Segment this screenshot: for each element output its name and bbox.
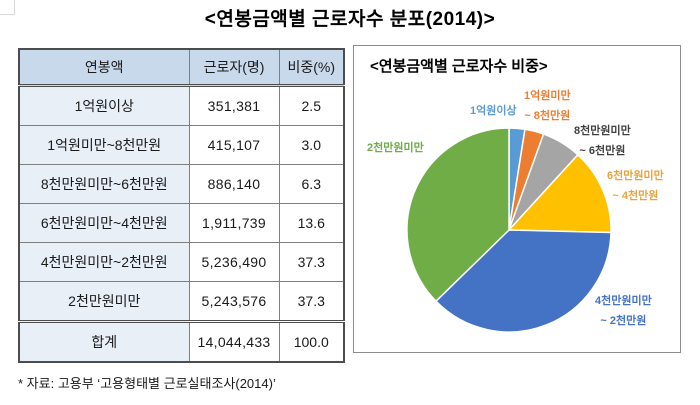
workers-count: 5,236,490: [188, 242, 280, 282]
table-row: 2천만원미만 5,243,576 37.3: [18, 281, 345, 322]
pie-label-line: 1억원미만: [524, 90, 571, 102]
col-header-share: 비중(%): [278, 48, 345, 87]
share-percent: 13.6: [278, 203, 345, 243]
table-header-row: 연봉액 근로자(명) 비중(%): [18, 48, 345, 87]
col-header-salary: 연봉액: [18, 48, 190, 87]
total-workers: 14,044,433: [188, 320, 280, 363]
salary-band: 6천만원미만~4천만원: [18, 203, 190, 243]
table-total-row: 합계 14,044,433 100.0: [18, 320, 345, 363]
pie-slice-4천만원미만~2천만원: [434, 229, 612, 333]
workers-count: 886,140: [188, 164, 280, 204]
pie-label-line: 4천만원미만: [595, 295, 652, 307]
salary-table: 연봉액 근로자(명) 비중(%) 1억원이상 351,381 2.5 1억원미만…: [18, 48, 345, 363]
workers-count: 351,381: [188, 85, 280, 126]
pie-label-line: 6천만원미만: [607, 170, 664, 182]
pie-label-100m-80m: 1억원미만 ~ 8천만원: [524, 87, 571, 127]
corner-box-artifact: [0, 0, 15, 15]
share-percent: 6.3: [278, 164, 345, 204]
salary-band: 1억원미만~8천만원: [18, 125, 190, 165]
pie-slice-2천만원미만: [406, 127, 510, 303]
table-row: 4천만원미만~2천만원 5,236,490 37.3: [18, 242, 345, 282]
pie-chart-panel: <연봉금액별 근로자수 비중> 1억원이상 1억원미만 ~ 8천만원 8천만원미…: [353, 45, 681, 353]
pie-label-line: ~ 4천만원: [612, 189, 659, 202]
share-percent: 3.0: [278, 125, 345, 165]
source-note: * 자료: 고용부 ‘고용형태별 근로실태조사(2014)’: [18, 376, 276, 391]
pie-label-under-20m: 2천만원미만: [367, 139, 424, 159]
pie-label-40m-20m: 4천만원미만 ~ 2천만원: [595, 292, 652, 332]
page-title: <연봉금액별 근로자수 분포(2014)>: [204, 9, 496, 30]
total-label: 합계: [18, 320, 190, 363]
pie-label-line: 1억원이상: [470, 105, 517, 117]
col-header-workers: 근로자(명): [188, 48, 280, 87]
salary-band: 1억원이상: [18, 85, 190, 126]
pie-label-line: ~ 8천만원: [524, 109, 571, 122]
share-percent: 37.3: [278, 242, 345, 282]
pie-label-line: 8천만원미만: [574, 125, 631, 137]
table-row: 1억원미만~8천만원 415,107 3.0: [18, 125, 345, 165]
share-percent: 37.3: [278, 281, 345, 322]
share-percent: 2.5: [278, 85, 345, 126]
table-row: 1억원이상 351,381 2.5: [18, 85, 345, 126]
workers-count: 5,243,576: [188, 281, 280, 322]
salary-band: 2천만원미만: [18, 281, 190, 322]
workers-count: 1,911,739: [188, 203, 280, 243]
salary-band: 4천만원미만~2천만원: [18, 242, 190, 282]
pie-label-line: 2천만원미만: [367, 142, 424, 154]
chart-title: <연봉금액별 근로자수 비중>: [370, 58, 548, 75]
pie-label-60m-40m: 6천만원미만 ~ 4천만원: [607, 167, 664, 207]
pie-label-80m-60m: 8천만원미만 ~ 6천만원: [574, 122, 631, 162]
table-row: 6천만원미만~4천만원 1,911,739 13.6: [18, 203, 345, 243]
total-share: 100.0: [278, 320, 345, 363]
pie-label-line: ~ 2천만원: [600, 314, 647, 327]
salary-band: 8천만원미만~6천만원: [18, 164, 190, 204]
pie-slice-6천만원미만~4천만원: [507, 153, 612, 234]
workers-count: 415,107: [188, 125, 280, 165]
pie-label-line: ~ 6천만원: [579, 144, 626, 157]
table-row: 8천만원미만~6천만원 886,140 6.3: [18, 164, 345, 204]
pie-label-over-100m: 1억원이상: [470, 102, 517, 122]
pie-chart: [406, 127, 612, 333]
